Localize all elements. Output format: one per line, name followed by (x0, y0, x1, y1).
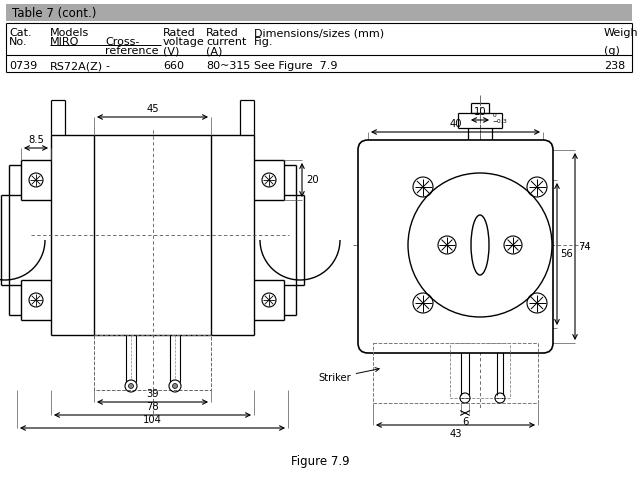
Text: -: - (105, 61, 109, 71)
Text: 660: 660 (163, 61, 184, 71)
Text: 0739: 0739 (9, 61, 37, 71)
Text: No.: No. (9, 37, 27, 47)
Text: 6: 6 (462, 417, 468, 427)
Text: RS72A(Z): RS72A(Z) (50, 61, 103, 71)
Text: (A): (A) (206, 46, 223, 56)
Text: See Figure  7.9: See Figure 7.9 (254, 61, 338, 71)
Bar (450, 343, 510, 398)
Text: 43: 43 (449, 429, 462, 439)
Text: MIRO: MIRO (50, 37, 79, 47)
Text: Figure 7.9: Figure 7.9 (291, 456, 350, 468)
Text: Cat.: Cat. (9, 28, 32, 38)
Text: Table 7 (cont.): Table 7 (cont.) (12, 7, 96, 20)
Text: 238: 238 (604, 61, 625, 71)
Bar (6, 4, 632, 21)
Text: Weight: Weight (604, 28, 638, 38)
Text: (V): (V) (163, 46, 179, 56)
Text: current: current (206, 37, 246, 47)
Bar (94, 335, 211, 390)
Text: $^{0}_{-0.3}$: $^{0}_{-0.3}$ (492, 112, 508, 126)
Text: Cross-: Cross- (105, 37, 139, 47)
Circle shape (172, 384, 177, 388)
Text: reference: reference (105, 46, 158, 56)
Text: 45: 45 (146, 104, 159, 114)
Text: Models: Models (50, 28, 89, 38)
Text: Striker: Striker (318, 367, 379, 383)
Bar (373, 343, 538, 403)
Text: 80~315: 80~315 (206, 61, 250, 71)
Text: 39: 39 (146, 389, 159, 399)
FancyBboxPatch shape (358, 140, 553, 353)
Text: (g): (g) (604, 46, 620, 56)
Text: Fig.: Fig. (254, 37, 274, 47)
Text: 10: 10 (473, 107, 486, 117)
Text: 74: 74 (578, 241, 591, 251)
Text: voltage: voltage (163, 37, 205, 47)
Text: 104: 104 (143, 415, 162, 425)
Ellipse shape (471, 215, 489, 275)
Text: 40: 40 (449, 119, 462, 129)
Text: 78: 78 (146, 402, 159, 412)
Text: 8.5: 8.5 (28, 135, 44, 145)
Text: Rated: Rated (163, 28, 196, 38)
Text: Rated: Rated (206, 28, 239, 38)
Circle shape (128, 384, 133, 388)
Text: 20: 20 (306, 175, 318, 185)
Text: Dimensions/sizes (mm): Dimensions/sizes (mm) (254, 28, 384, 38)
Text: 56: 56 (560, 249, 573, 259)
